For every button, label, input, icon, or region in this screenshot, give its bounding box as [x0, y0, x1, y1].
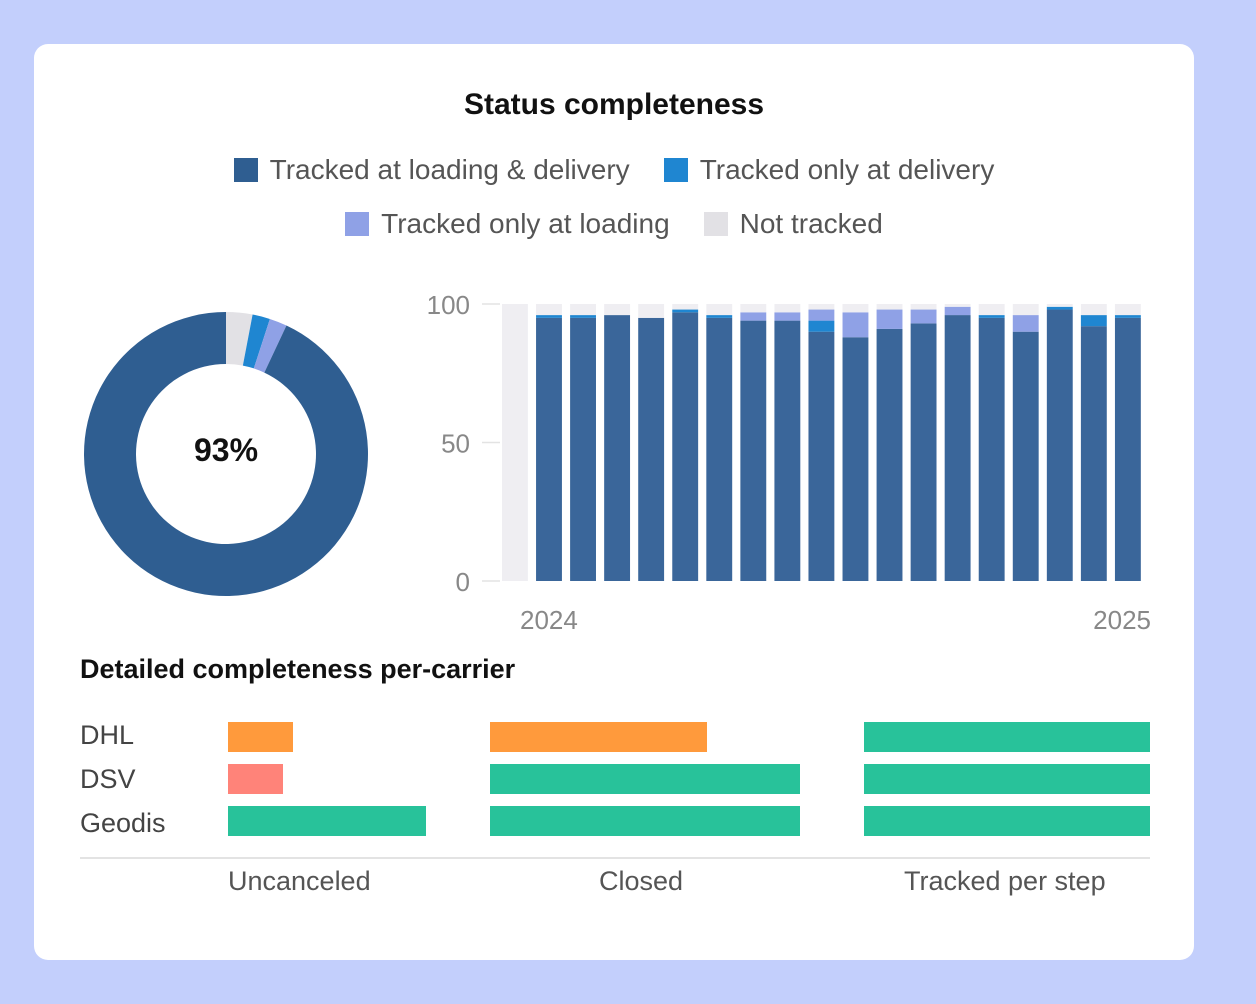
bar-segment-14-1[interactable]	[978, 315, 1005, 318]
bar-segment-14-3[interactable]	[978, 304, 1005, 316]
legend-swatch	[233, 158, 258, 182]
legend-swatch	[345, 212, 370, 236]
bar-segment-7-3[interactable]	[740, 304, 767, 313]
donut-slice-2[interactable]	[253, 318, 287, 373]
bar-segment-16-3[interactable]	[1046, 304, 1073, 307]
bar-segment-12-2[interactable]	[910, 309, 937, 324]
donut-slice-0[interactable]	[84, 312, 368, 596]
carrier-bar-geodis-2[interactable]	[864, 806, 1150, 836]
stacked-bar-chart: 0 50 100 2024 2025	[427, 290, 1151, 634]
chart-title: Status completeness	[463, 88, 765, 121]
donut-center-label: 93%	[193, 432, 259, 468]
carrier-label-dhl: DHL	[80, 720, 135, 750]
bar-segment-3-3[interactable]	[604, 304, 631, 316]
legend-row-1: Tracked at loading & delivery Tracked on…	[34, 154, 1194, 186]
legend-label: Tracked only at loading	[381, 208, 670, 239]
legend-item-not-tracked[interactable]: Not tracked	[703, 208, 883, 240]
bar-segment-9-3[interactable]	[808, 304, 835, 310]
bar-segment-12-0[interactable]	[910, 323, 937, 581]
status-card: Status completeness Tracked at loading &…	[34, 44, 1194, 960]
bar-segment-18-0[interactable]	[1114, 317, 1141, 581]
y-tick-label: 0	[456, 567, 470, 597]
bar-segment-9-2[interactable]	[808, 309, 835, 321]
bar-segment-4-3[interactable]	[638, 304, 665, 318]
bar-segment-1-3[interactable]	[536, 304, 562, 316]
bar-segment-10-3[interactable]	[842, 304, 869, 313]
bar-segment-15-3[interactable]	[1012, 304, 1039, 316]
bar-segment-10-2[interactable]	[842, 312, 869, 338]
legend-row-2: Tracked only at loading Not tracked	[34, 208, 1194, 240]
x-start-label: 2024	[520, 605, 578, 634]
bar-segment-2-3[interactable]	[570, 304, 596, 316]
bar-segment-5-3[interactable]	[672, 304, 699, 310]
carrier-bar-geodis-1[interactable]	[490, 806, 800, 836]
legend-label: Not tracked	[739, 208, 883, 239]
bar-segment-5-0[interactable]	[672, 312, 699, 581]
bar-segment-18-3[interactable]	[1114, 304, 1141, 316]
carrier-bar-geodis-0[interactable]	[228, 806, 426, 836]
carrier-axis-baseline	[80, 857, 1150, 859]
bar-segment-8-3[interactable]	[774, 304, 801, 313]
y-tick-label: 50	[441, 429, 470, 459]
bar-segment-2-1[interactable]	[570, 315, 596, 318]
bar-segment-7-0[interactable]	[740, 320, 767, 581]
bar-segment-1-1[interactable]	[536, 315, 562, 318]
bar-segment-4-0[interactable]	[638, 317, 665, 581]
carrier-bar-dhl-1[interactable]	[490, 722, 707, 752]
column-label-tracked-per-step: Tracked per step	[904, 866, 1106, 896]
carrier-bar-dhl-2[interactable]	[864, 722, 1150, 752]
bar-segment-16-0[interactable]	[1046, 309, 1073, 581]
bar-segment-8-2[interactable]	[774, 312, 801, 321]
bar-segment-11-2[interactable]	[876, 309, 903, 329]
bar-segment-1-0[interactable]	[536, 317, 562, 581]
bar-segment-12-3[interactable]	[910, 304, 937, 310]
legend-item-only-loading[interactable]: Tracked only at loading	[345, 208, 670, 240]
bar-segment-17-3[interactable]	[1080, 304, 1107, 316]
bar-segment-11-0[interactable]	[876, 328, 903, 581]
carrier-label-geodis: Geodis	[80, 808, 166, 838]
legend-item-only-delivery[interactable]: Tracked only at delivery	[663, 154, 995, 186]
bar-segment-2-0[interactable]	[570, 317, 596, 581]
bar-segment-15-0[interactable]	[1012, 331, 1039, 581]
bar-segment-14-0[interactable]	[978, 317, 1005, 581]
bar-segment-15-2[interactable]	[1012, 315, 1039, 332]
donut-slice-3[interactable]	[226, 312, 253, 366]
carrier-bar-dhl-0[interactable]	[228, 722, 294, 752]
bar-segment-18-1[interactable]	[1114, 315, 1141, 318]
legend-item-loading-delivery[interactable]: Tracked at loading & delivery	[233, 154, 630, 186]
bar-segment-10-0[interactable]	[842, 337, 869, 581]
column-label-closed: Closed	[599, 866, 684, 896]
bar-segment-9-1[interactable]	[808, 320, 835, 332]
bar-segment-6-0[interactable]	[706, 317, 733, 581]
bar-segment-11-3[interactable]	[876, 304, 903, 310]
carrier-bar-dsv-0[interactable]	[228, 764, 284, 794]
donut-slice-1[interactable]	[242, 314, 270, 369]
bar-segment-0-3[interactable]	[502, 304, 528, 581]
bar-segment-16-1[interactable]	[1046, 306, 1073, 310]
bar-segment-13-3[interactable]	[944, 304, 971, 307]
carrier-bar-dsv-1[interactable]	[490, 764, 800, 794]
bar-segment-13-0[interactable]	[944, 315, 971, 581]
bar-segment-17-0[interactable]	[1080, 326, 1107, 581]
bar-segment-9-0[interactable]	[808, 331, 835, 581]
y-tick-label: 100	[427, 290, 470, 320]
legend-label: Tracked only at delivery	[699, 154, 995, 185]
legend-swatch	[663, 158, 688, 182]
bar-segment-17-1[interactable]	[1080, 315, 1107, 327]
section-title: Detailed completeness per-carrier	[80, 654, 516, 684]
bar-segment-5-1[interactable]	[672, 309, 699, 313]
bar-segment-8-0[interactable]	[774, 320, 801, 581]
x-end-label: 2025	[1093, 605, 1151, 634]
bar-segment-3-0[interactable]	[604, 315, 631, 581]
carrier-label-dsv: DSV	[80, 764, 136, 794]
carrier-bar-dsv-2[interactable]	[864, 764, 1150, 794]
donut-chart	[84, 312, 368, 596]
legend-swatch	[703, 212, 728, 236]
bar-segment-7-2[interactable]	[740, 312, 767, 321]
column-label-uncanceled: Uncanceled	[228, 866, 371, 896]
bar-segment-6-1[interactable]	[706, 315, 733, 318]
bar-segment-6-3[interactable]	[706, 304, 733, 316]
legend-label: Tracked at loading & delivery	[269, 154, 630, 185]
bar-segment-13-2[interactable]	[944, 306, 971, 316]
